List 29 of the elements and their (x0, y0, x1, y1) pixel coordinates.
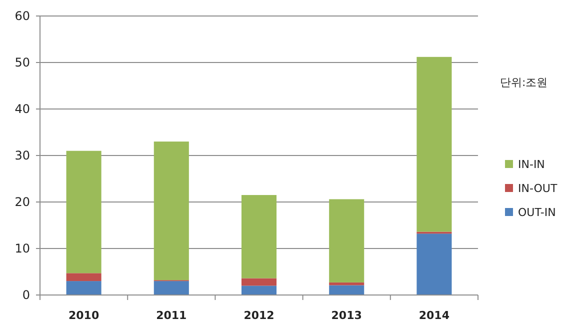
y-tick-label: 30 (14, 148, 30, 162)
bar (329, 285, 364, 295)
x-tick-label: 2014 (418, 309, 450, 322)
y-tick-label: 50 (14, 56, 30, 70)
legend-label: IN-OUT (518, 182, 558, 195)
y-tick-label: 10 (14, 242, 30, 256)
x-tick-label: 2010 (68, 309, 100, 322)
text: 단위:조원 (500, 76, 548, 89)
y-tick-label: 20 (14, 195, 30, 209)
bar (241, 278, 277, 286)
bar (154, 142, 189, 280)
bar (66, 281, 102, 295)
bar (66, 273, 102, 282)
bar (241, 286, 277, 295)
bar (416, 56, 452, 232)
bar (329, 282, 364, 286)
legend-label: IN-IN (518, 158, 545, 171)
legend-label: OUT-IN (518, 206, 556, 219)
bar (241, 195, 277, 278)
x-tick-label: 2013 (331, 309, 362, 322)
y-tick-label: 0 (22, 288, 30, 302)
y-tick-label: 60 (14, 9, 30, 23)
bar (154, 281, 189, 295)
bar (66, 150, 102, 274)
bar (329, 199, 364, 282)
x-tick-label: 2011 (156, 309, 187, 322)
x-tick-label: 2012 (244, 309, 274, 322)
y-tick-label: 40 (14, 102, 30, 116)
bar (416, 234, 452, 295)
